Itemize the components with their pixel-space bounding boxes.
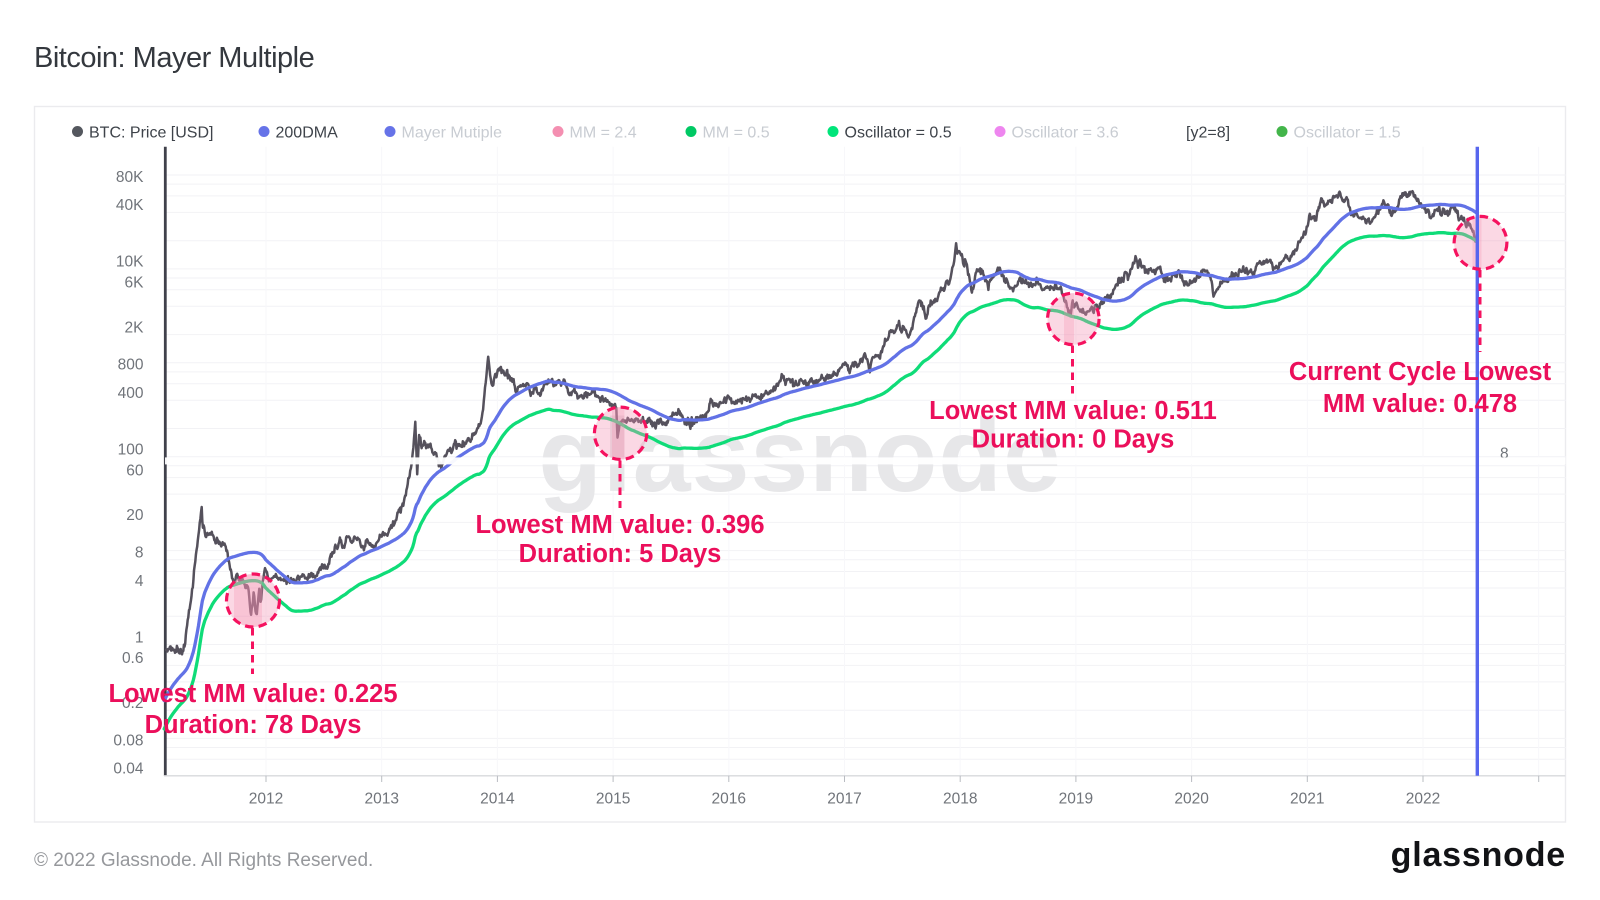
svg-text:Mayer Mutiple: Mayer Mutiple xyxy=(402,125,503,142)
svg-text:2019: 2019 xyxy=(1059,791,1093,808)
svg-text:MM value: 0.478: MM value: 0.478 xyxy=(1323,390,1517,418)
svg-text:40K: 40K xyxy=(116,197,144,214)
svg-text:MM = 2.4: MM = 2.4 xyxy=(570,125,637,142)
svg-text:BTC: Price [USD]: BTC: Price [USD] xyxy=(89,125,213,142)
svg-text:0.6: 0.6 xyxy=(122,650,144,667)
svg-text:Oscillator = 1.5: Oscillator = 1.5 xyxy=(1294,125,1401,142)
svg-text:0.08: 0.08 xyxy=(113,732,143,749)
svg-text:Bitcoin: Mayer Multiple: Bitcoin: Mayer Multiple xyxy=(34,42,314,74)
svg-text:4: 4 xyxy=(135,573,144,590)
svg-text:MM = 0.5: MM = 0.5 xyxy=(703,125,770,142)
svg-text:Duration: 5 Days: Duration: 5 Days xyxy=(519,540,722,568)
svg-text:2021: 2021 xyxy=(1290,791,1324,808)
svg-text:2022: 2022 xyxy=(1406,791,1440,808)
svg-text:2016: 2016 xyxy=(712,791,746,808)
svg-text:Oscillator = 0.5: Oscillator = 0.5 xyxy=(845,125,952,142)
svg-text:2012: 2012 xyxy=(249,791,283,808)
svg-text:Oscillator = 3.6: Oscillator = 3.6 xyxy=(1012,125,1119,142)
svg-text:100: 100 xyxy=(118,442,144,459)
svg-text:0.2: 0.2 xyxy=(122,695,144,712)
svg-text:[y2=8]: [y2=8] xyxy=(1186,125,1230,142)
svg-text:200DMA: 200DMA xyxy=(276,125,339,142)
svg-text:10K: 10K xyxy=(116,254,144,271)
svg-text:6K: 6K xyxy=(125,275,145,292)
svg-text:Duration: 0 Days: Duration: 0 Days xyxy=(972,426,1175,454)
svg-text:2017: 2017 xyxy=(827,791,861,808)
svg-text:2013: 2013 xyxy=(364,791,398,808)
svg-text:1: 1 xyxy=(135,629,144,646)
svg-text:400: 400 xyxy=(118,385,144,402)
svg-text:2K: 2K xyxy=(125,319,145,336)
svg-text:Current Cycle Lowest: Current Cycle Lowest xyxy=(1289,358,1552,386)
svg-text:glassnode: glassnode xyxy=(1391,836,1566,874)
svg-text:Lowest MM value: 0.511: Lowest MM value: 0.511 xyxy=(929,397,1217,425)
svg-text:800: 800 xyxy=(118,357,144,374)
svg-text:© 2022 Glassnode. All Rights R: © 2022 Glassnode. All Rights Reserved. xyxy=(34,850,373,871)
svg-text:Duration: 78 Days: Duration: 78 Days xyxy=(145,711,362,739)
svg-text:0.04: 0.04 xyxy=(113,761,144,778)
svg-text:8: 8 xyxy=(1500,446,1509,463)
svg-text:2018: 2018 xyxy=(943,791,977,808)
svg-text:Lowest MM value: 0.396: Lowest MM value: 0.396 xyxy=(475,511,764,539)
svg-text:2014: 2014 xyxy=(480,791,515,808)
svg-text:Lowest MM value: 0.225: Lowest MM value: 0.225 xyxy=(108,680,397,708)
svg-text:8: 8 xyxy=(135,545,144,562)
svg-text:20: 20 xyxy=(126,507,144,524)
svg-text:60: 60 xyxy=(126,462,144,479)
svg-text:2020: 2020 xyxy=(1174,791,1209,808)
svg-text:80K: 80K xyxy=(116,169,144,186)
svg-text:2015: 2015 xyxy=(596,791,630,808)
